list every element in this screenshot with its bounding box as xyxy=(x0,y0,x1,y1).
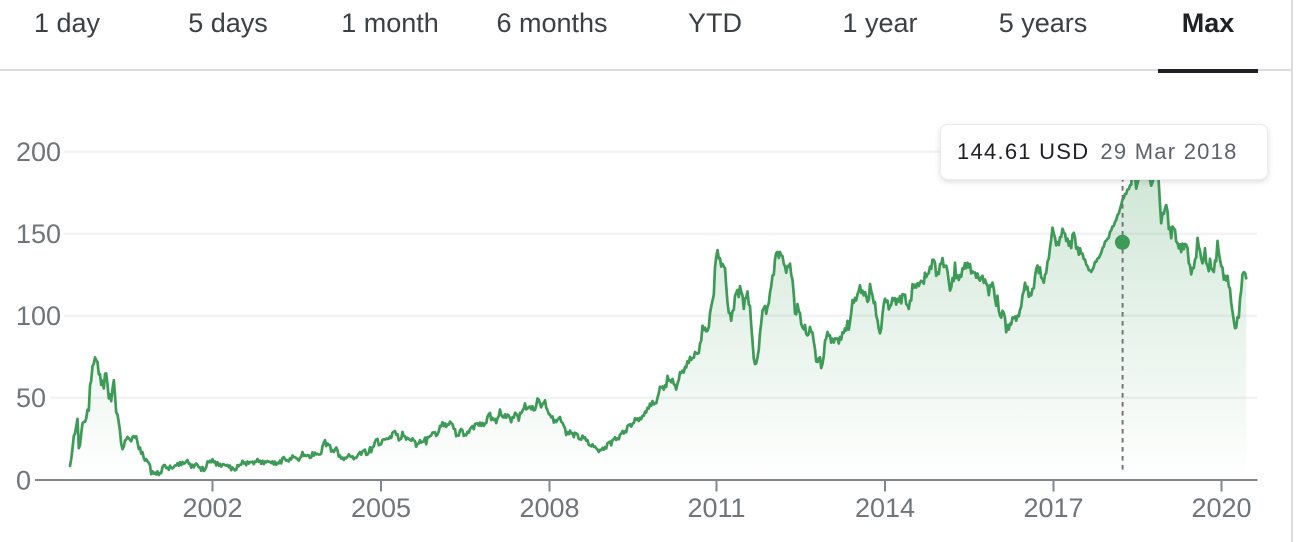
svg-text:2011: 2011 xyxy=(687,493,745,523)
svg-text:2005: 2005 xyxy=(351,493,411,523)
svg-text:0: 0 xyxy=(16,465,31,495)
svg-text:2014: 2014 xyxy=(855,493,915,523)
svg-text:2020: 2020 xyxy=(1191,493,1251,523)
svg-text:2008: 2008 xyxy=(519,493,579,523)
svg-text:200: 200 xyxy=(16,137,61,167)
svg-text:50: 50 xyxy=(16,383,46,413)
svg-text:100: 100 xyxy=(16,301,61,331)
svg-text:150: 150 xyxy=(16,219,61,249)
svg-text:2017: 2017 xyxy=(1023,493,1083,523)
svg-text:2002: 2002 xyxy=(182,493,242,523)
